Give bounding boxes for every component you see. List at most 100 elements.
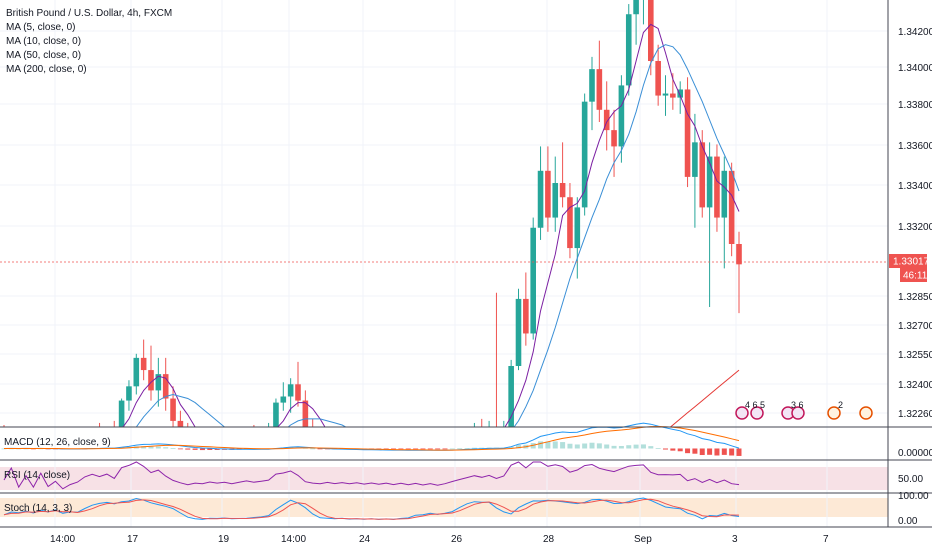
candle-body	[603, 109, 610, 131]
rsi-label: RSI (14, close)	[4, 470, 70, 481]
macd-bar	[560, 442, 566, 449]
candle-body	[530, 227, 536, 334]
candle-body	[574, 207, 581, 249]
ma5-label: MA (5, close, 0)	[6, 22, 75, 33]
candle-body	[148, 370, 154, 391]
event-flag-icon	[735, 406, 749, 420]
price-label: 1.33200	[898, 222, 932, 233]
candle-body	[508, 366, 514, 427]
event-marker[interactable]	[859, 406, 873, 420]
candle-body	[140, 357, 147, 371]
oscillator-lines	[3, 422, 740, 520]
macd-bar	[516, 445, 521, 449]
macd-bar	[670, 448, 676, 451]
event-flag-icon	[750, 406, 764, 420]
candle-body	[670, 93, 676, 98]
candle-body	[295, 384, 301, 401]
event-marker[interactable]: 4 6 5	[735, 400, 765, 420]
candle-body	[280, 396, 287, 403]
macd-bar	[721, 448, 727, 455]
macd-bar	[420, 448, 426, 450]
candles[interactable]	[1, 0, 742, 476]
macd-bar	[471, 447, 477, 449]
macd-bar	[391, 448, 397, 450]
legend: British Pound / U.S. Dollar, 4h, FXCM MA…	[6, 8, 172, 75]
time-label: 24	[359, 534, 371, 545]
time-label: 17	[127, 534, 139, 545]
macd-bar	[435, 448, 441, 450]
macd-bar	[207, 448, 213, 450]
countdown-value: 46:11	[903, 271, 928, 282]
macd-bar	[699, 448, 705, 456]
ma200-line	[669, 369, 740, 427]
price-label: 1.34000	[898, 63, 932, 74]
macd-bar	[141, 446, 147, 449]
candle-body	[177, 420, 184, 427]
macd-bar	[214, 448, 220, 450]
macd-bar	[449, 448, 455, 450]
time-label: 14:00	[50, 534, 75, 545]
candle-body	[552, 183, 559, 218]
candle-body	[736, 244, 742, 265]
macd-bar	[508, 446, 514, 449]
candle-body	[567, 197, 573, 249]
candle-body	[545, 170, 551, 218]
price-axis[interactable]: 1.34200 1.34000 1.33800 1.33600 1.33400 …	[898, 27, 932, 420]
macd-bar	[677, 448, 683, 452]
macd-bar	[148, 446, 154, 449]
time-axis[interactable]: 14:00 17 19 14:00 24 26 28 Sep 3 7	[50, 534, 829, 545]
macd-bar	[398, 448, 404, 450]
event-marker[interactable]: 2	[827, 400, 843, 420]
macd-bar	[199, 448, 205, 451]
macd-bar	[405, 448, 411, 450]
candle-body	[118, 400, 125, 427]
ma10-label: MA (10, close, 0)	[6, 36, 81, 47]
macd-bar	[457, 448, 463, 450]
price-label: 1.32400	[898, 380, 932, 391]
time-label: Sep	[634, 534, 652, 545]
ma50-label: MA (50, close, 0)	[6, 50, 81, 61]
macd-bar	[604, 444, 610, 449]
stoch-label: Stoch (14, 3, 3)	[4, 503, 72, 514]
event-flag-icon	[859, 406, 873, 420]
macd-bar	[729, 448, 735, 456]
macd-bar	[464, 448, 470, 449]
macd-bar	[383, 448, 389, 450]
macd-bar	[692, 448, 698, 454]
time-label: 14:00	[281, 534, 306, 545]
stoch-axis-label-top: 100.00	[898, 491, 929, 502]
macd-bar	[545, 441, 551, 449]
candle-body	[714, 156, 720, 218]
stoch-axis-label-bottom: 0.00	[898, 516, 918, 527]
current-price-value: 1.33017	[893, 257, 930, 268]
time-label: 7	[823, 534, 829, 545]
ma200-label: MA (200, close, 0)	[6, 64, 87, 75]
macd-bar	[655, 448, 661, 449]
candle-body	[133, 357, 140, 387]
macd-bar	[596, 443, 602, 449]
time-label: 26	[451, 534, 463, 545]
macd-signal-line	[4, 425, 740, 451]
candle-body	[559, 183, 566, 198]
price-label: 1.33800	[898, 100, 932, 111]
event-marker[interactable]: 3 6	[781, 400, 805, 420]
candle-body	[721, 170, 728, 218]
candle-body	[170, 398, 176, 421]
macd-bar	[442, 448, 448, 450]
macd-bar	[574, 444, 580, 449]
price-label: 1.33400	[898, 181, 932, 192]
candle-body	[692, 142, 698, 177]
event-count: 2	[838, 400, 843, 410]
macd-bar	[589, 442, 595, 449]
candle-body	[728, 170, 735, 244]
macd-bar	[538, 441, 544, 449]
moving-averages	[122, 23, 740, 427]
price-label: 1.33600	[898, 141, 932, 152]
macd-bar	[633, 444, 639, 449]
candle-body	[706, 156, 713, 208]
candle-body	[273, 402, 279, 427]
macd-bar	[736, 448, 742, 456]
